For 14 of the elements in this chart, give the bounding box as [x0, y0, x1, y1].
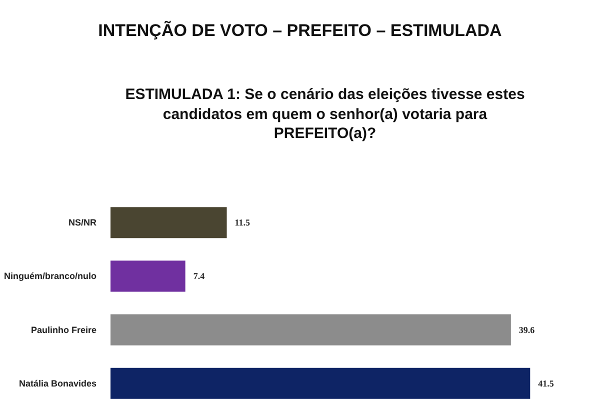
chart-subtitle: ESTIMULADA 1: Se o cenário das eleições tivesse estes candidatos em quem o senhor(a) votaria para PREFEITO(a)?	[125, 85, 525, 144]
chart-title: INTENÇÃO DE VOTO – PREFEITO – ESTIMULADA	[98, 20, 502, 42]
y-tick-label: Paulinho Freire	[30, 324, 96, 335]
bar	[110, 260, 186, 292]
y-tick-label: NS/NR	[68, 218, 97, 228]
data-label: 39.6	[518, 324, 536, 335]
data-label: 11.5	[234, 218, 251, 228]
data-label: 41.5	[538, 378, 554, 388]
bar	[110, 314, 511, 346]
y-tick-label: Natália Bonavides	[18, 378, 97, 388]
data-label: 7.4	[193, 271, 206, 282]
bar	[110, 207, 227, 238]
bar	[110, 368, 530, 399]
y-tick-label: Ninguém/branco/nulo	[4, 271, 97, 282]
